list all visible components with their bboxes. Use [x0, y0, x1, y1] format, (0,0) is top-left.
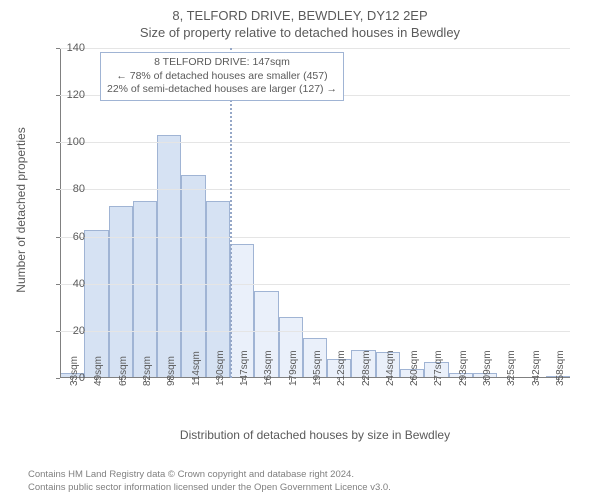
- histogram-bar: [133, 201, 157, 378]
- info-box: 8 TELFORD DRIVE: 147sqm← 78% of detached…: [100, 52, 344, 101]
- histogram-bar: [109, 206, 133, 378]
- y-tick-label: 120: [45, 89, 85, 101]
- y-tick-label: 40: [45, 278, 85, 290]
- histogram-bar: [181, 175, 205, 378]
- x-axis-label: Distribution of detached houses by size …: [60, 428, 570, 442]
- chart-subtitle: Size of property relative to detached ho…: [0, 23, 600, 40]
- footer-line-1: Contains HM Land Registry data © Crown c…: [28, 469, 391, 481]
- info-line-1: 8 TELFORD DRIVE: 147sqm: [107, 56, 337, 70]
- histogram-bar: [157, 135, 181, 378]
- y-tick-label: 80: [45, 183, 85, 195]
- grid-line: [60, 237, 570, 238]
- info-line-2: ← 78% of detached houses are smaller (45…: [107, 70, 337, 84]
- y-tick-label: 20: [45, 325, 85, 337]
- y-tick-label: 140: [45, 42, 85, 54]
- grid-line: [60, 142, 570, 143]
- grid-line: [60, 189, 570, 190]
- info-line-3: 22% of semi-detached houses are larger (…: [107, 83, 337, 97]
- page-title-address: 8, TELFORD DRIVE, BEWDLEY, DY12 2EP: [0, 0, 600, 23]
- footer-attribution: Contains HM Land Registry data © Crown c…: [28, 469, 391, 494]
- footer-line-2: Contains public sector information licen…: [28, 482, 391, 494]
- y-tick-label: 100: [45, 136, 85, 148]
- grid-line: [60, 284, 570, 285]
- y-axis-label: Number of detached properties: [14, 127, 28, 292]
- grid-line: [60, 331, 570, 332]
- y-tick-label: 60: [45, 231, 85, 243]
- grid-line: [60, 48, 570, 49]
